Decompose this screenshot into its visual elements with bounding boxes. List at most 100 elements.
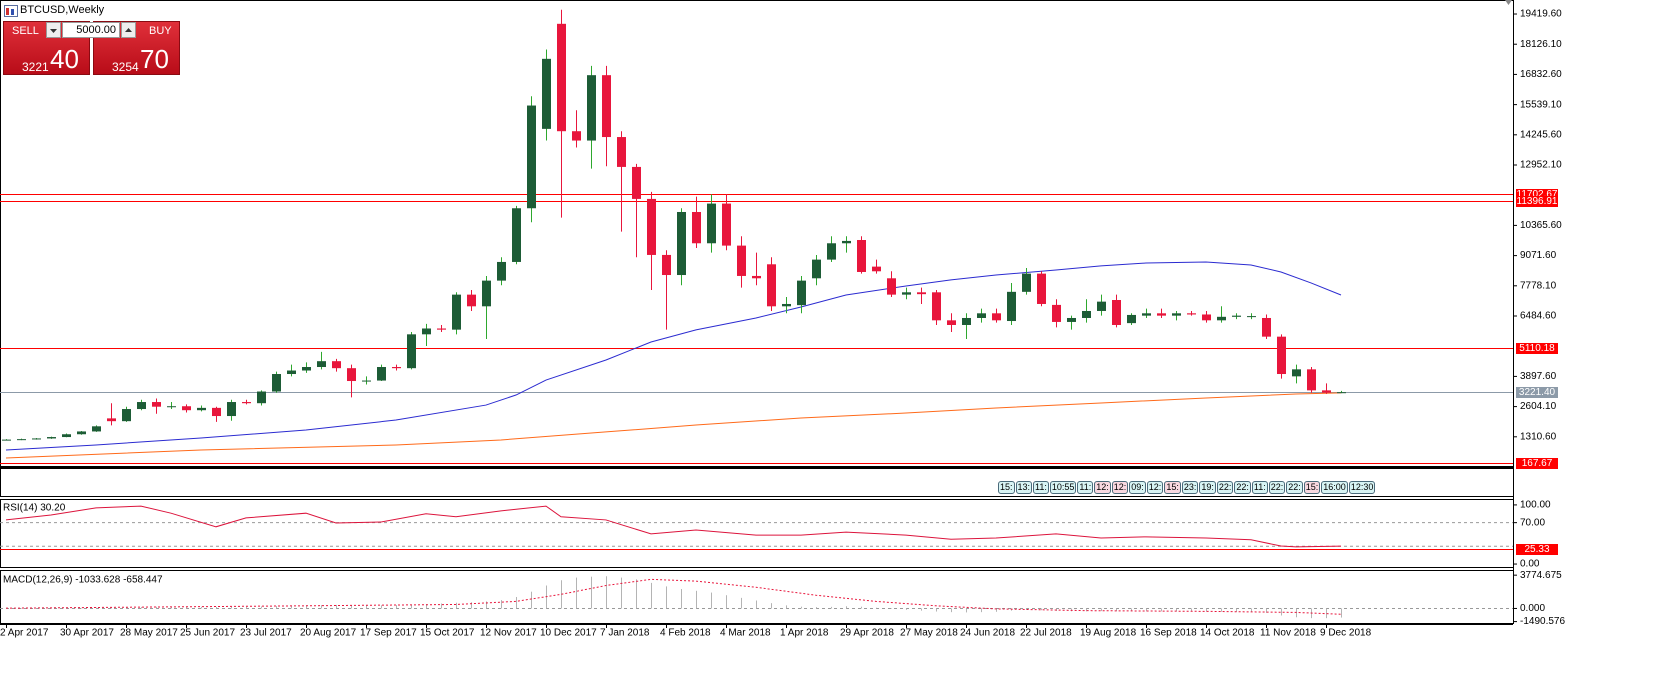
order-time: 22:	[1234, 481, 1251, 494]
macd-bar	[36, 608, 37, 609]
candle-body	[137, 402, 146, 410]
x-tick-label: 20 Aug 2017	[300, 628, 357, 639]
y-tick-label: 3774.675	[1520, 570, 1562, 581]
x-tick-label: 7 Jan 2018	[600, 628, 650, 639]
macd-bar	[1326, 608, 1327, 619]
macd-bar	[966, 608, 967, 613]
level-tag-label: 11702.67	[1517, 189, 1558, 200]
macd-bar	[531, 591, 532, 609]
candle-body	[1337, 392, 1346, 394]
macd-bar	[816, 607, 817, 609]
candle-body	[572, 131, 581, 141]
order-time: 19:	[1199, 481, 1216, 494]
macd-bar	[351, 605, 352, 609]
macd-bar	[291, 605, 292, 609]
order-time: 09:	[1129, 481, 1146, 494]
macd-bar	[1176, 608, 1177, 612]
macd-bar	[786, 605, 787, 609]
candle-body	[47, 437, 56, 439]
candle-body	[1082, 310, 1091, 318]
volume-up[interactable]	[121, 22, 136, 38]
pane-frame	[0, 570, 1514, 624]
macd-bar	[576, 577, 577, 609]
candle-body	[977, 313, 986, 318]
candle-body	[1052, 304, 1061, 322]
level-tag	[1516, 544, 1558, 555]
order-time: 12:	[1146, 481, 1164, 494]
candle-body	[32, 438, 41, 440]
candle-body	[302, 367, 311, 371]
arrow-icon	[50, 29, 57, 33]
candle-body	[827, 243, 836, 260]
order-time: 16:00	[1321, 481, 1348, 494]
candle-body	[812, 259, 821, 279]
y-tick-label: 2604.10	[1520, 401, 1557, 412]
macd-bar	[276, 606, 277, 609]
macd-bar	[621, 577, 622, 609]
order-time: 15:	[998, 481, 1015, 494]
candle-body	[362, 380, 371, 382]
candle-body	[2, 439, 11, 441]
x-tick-label: 10 Dec 2017	[540, 628, 597, 639]
candle-body	[1172, 313, 1181, 316]
macd-bar	[771, 603, 772, 609]
candle-body	[377, 367, 386, 381]
macd-bar	[756, 600, 757, 609]
candle-body	[167, 406, 176, 408]
candle-body	[947, 320, 956, 325]
macd-bar	[366, 605, 367, 609]
macd-bar	[171, 606, 172, 609]
candle-body	[1142, 313, 1151, 316]
pane-frame	[0, 499, 1514, 568]
volume-input[interactable]: 5000.00	[62, 22, 120, 38]
macd-bar	[696, 590, 697, 609]
macd-bar	[261, 606, 262, 609]
signal-line	[5, 578, 1342, 615]
level-tag-label: 3221.40	[1519, 387, 1556, 398]
x-tick-label: 23 Jul 2017	[240, 628, 292, 639]
candle-body	[632, 166, 641, 199]
y-tick-label: 0.00	[1520, 559, 1540, 570]
scroll-marker	[1505, 0, 1512, 5]
macd-bar	[1071, 608, 1072, 612]
y-tick-label: 6484.60	[1520, 311, 1557, 322]
chart-title: BTCUSD,Weekly	[20, 4, 105, 16]
x-tick-label: 27 May 2018	[900, 628, 958, 639]
candle-body	[227, 402, 236, 417]
candle-body	[707, 203, 716, 244]
candle-body	[1097, 301, 1106, 311]
candle-body	[1112, 300, 1121, 325]
candle-body	[62, 434, 71, 438]
candle-body	[617, 137, 626, 167]
pane-frame	[0, 0, 1514, 497]
x-tick-label: 22 Jul 2018	[1020, 628, 1072, 639]
macd-bar	[951, 608, 952, 613]
candle-body	[647, 198, 656, 255]
order-time: 13:	[1015, 481, 1033, 494]
y-tick-label: 18126.10	[1520, 39, 1562, 50]
x-tick-label: 14 Oct 2018	[1200, 628, 1255, 639]
order-time: 22:	[1286, 481, 1303, 494]
candle-body	[557, 23, 566, 132]
x-tick-label: 19 Aug 2018	[1080, 628, 1137, 639]
candle-body	[242, 402, 251, 404]
sell-label: SELL	[12, 25, 39, 37]
x-tick-label: 4 Mar 2018	[720, 628, 771, 639]
macd-bar	[231, 606, 232, 609]
order-time: 22:	[1268, 481, 1286, 494]
x-tick-label: 12 Nov 2017	[480, 628, 537, 639]
level-tag	[1516, 387, 1558, 398]
candle-body	[887, 278, 896, 295]
candle-body	[752, 275, 761, 279]
candle-body	[272, 374, 281, 392]
y-tick-label: 19419.60	[1520, 9, 1562, 20]
order-time: 12:	[1111, 481, 1129, 494]
candle-body	[857, 240, 866, 272]
volume-down[interactable]	[46, 22, 61, 38]
candle-body	[782, 303, 791, 307]
order-time: 10:55	[1049, 481, 1077, 494]
macd-bar	[156, 606, 157, 609]
buy-price: 3254	[112, 60, 139, 74]
macd-bar	[66, 608, 67, 609]
candle-body	[212, 407, 221, 417]
